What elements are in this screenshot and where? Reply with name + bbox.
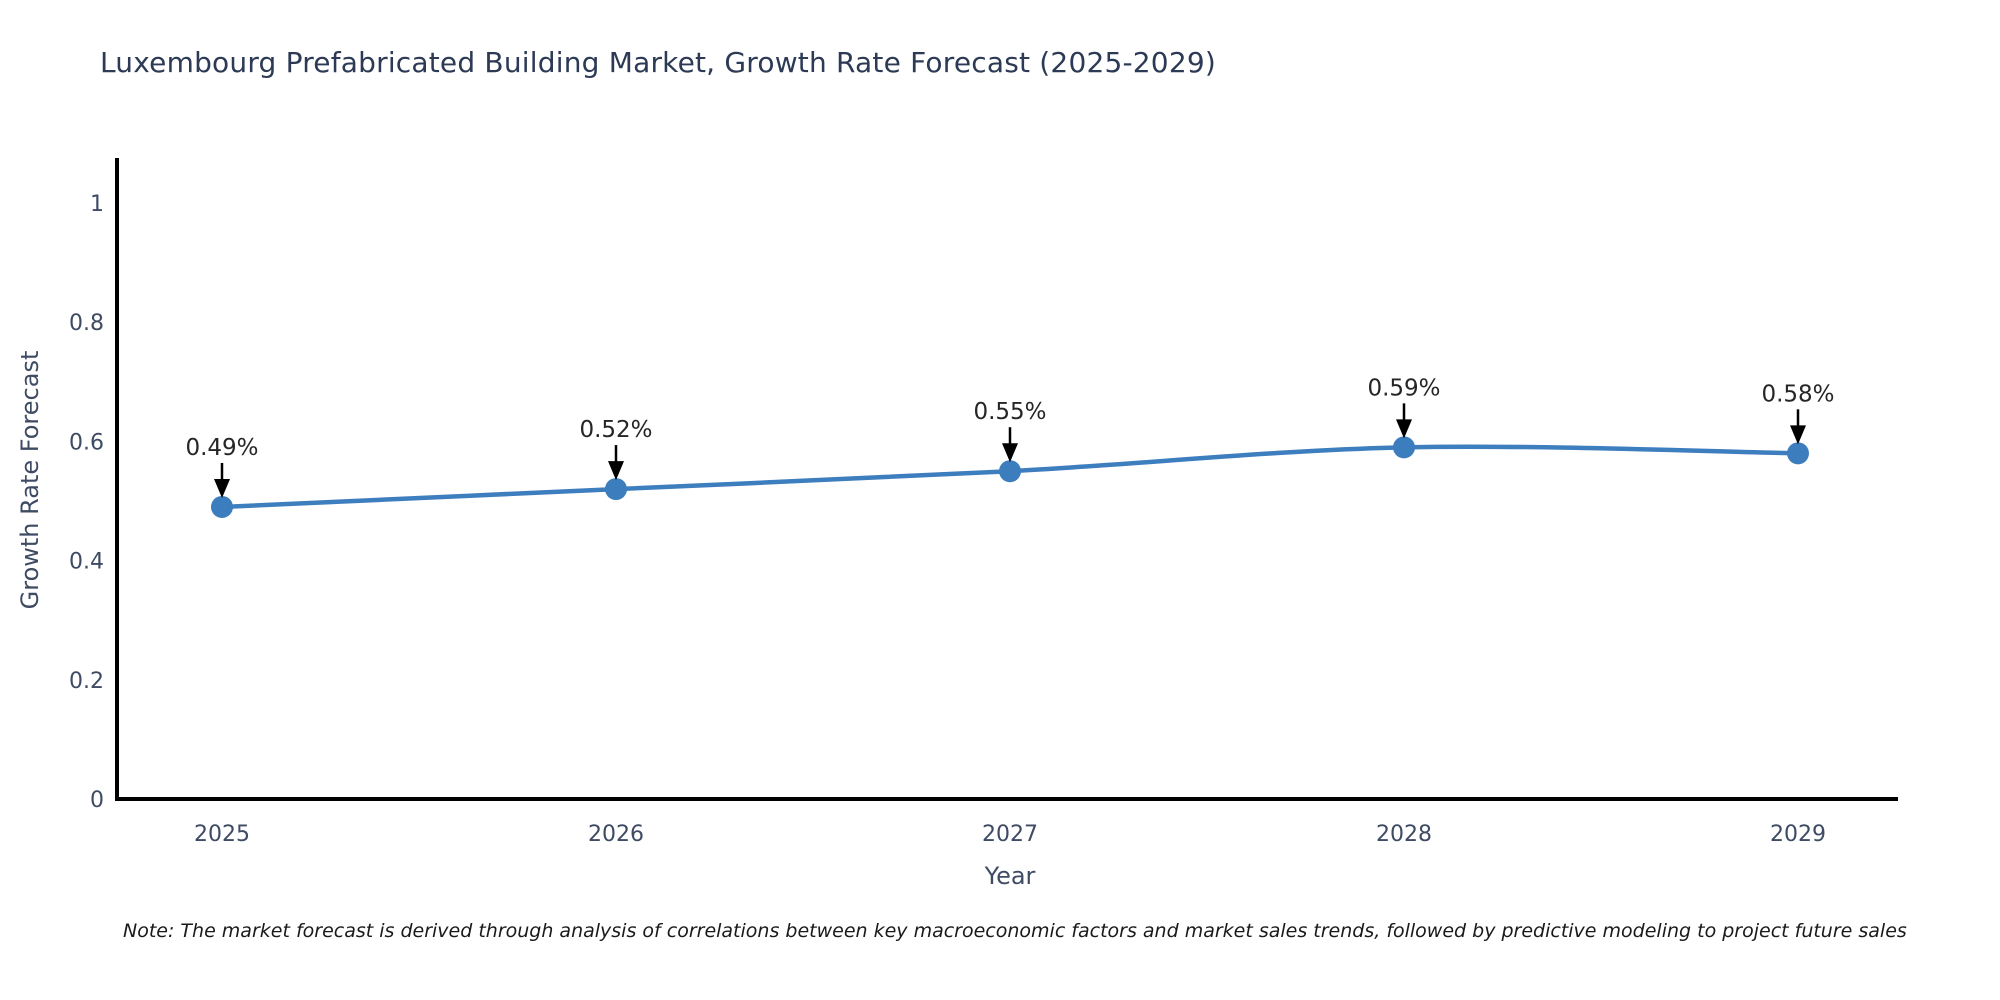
data-point-marker [211,495,233,518]
data-point-label: 0.49% [185,435,258,461]
data-point-label: 0.55% [973,399,1046,425]
x-axis-title: Year [984,862,1036,890]
y-tick-label: 0.4 [69,550,104,575]
y-tick-label: 0.6 [69,430,104,455]
chart-title: Luxembourg Prefabricated Building Market… [100,46,1216,79]
x-tick-label: 2028 [1376,822,1432,847]
x-tick-label: 2025 [194,822,250,847]
data-point-marker [1787,442,1809,465]
y-tick-label: 0 [90,788,104,813]
x-tick-label: 2027 [982,822,1038,847]
data-point-marker [605,478,627,501]
data-point-label: 0.58% [1761,381,1834,407]
data-point-marker [1393,436,1415,459]
annotation-arrow-head [214,478,230,498]
annotation-arrow-head [1396,419,1412,439]
data-point-label: 0.59% [1367,375,1440,401]
y-tick-label: 1 [90,192,104,217]
x-tick-label: 2029 [1770,822,1826,847]
data-point-label: 0.52% [579,417,652,443]
annotation-arrow-head [1790,425,1806,445]
y-tick-label: 0.8 [69,311,104,336]
annotation-arrow-head [1002,443,1018,463]
x-tick-label: 2026 [588,822,644,847]
annotation-arrow-head [608,461,624,481]
data-point-marker [999,460,1021,483]
footnote: Note: The market forecast is derived thr… [123,920,1907,942]
y-tick-label: 0.2 [69,669,104,694]
